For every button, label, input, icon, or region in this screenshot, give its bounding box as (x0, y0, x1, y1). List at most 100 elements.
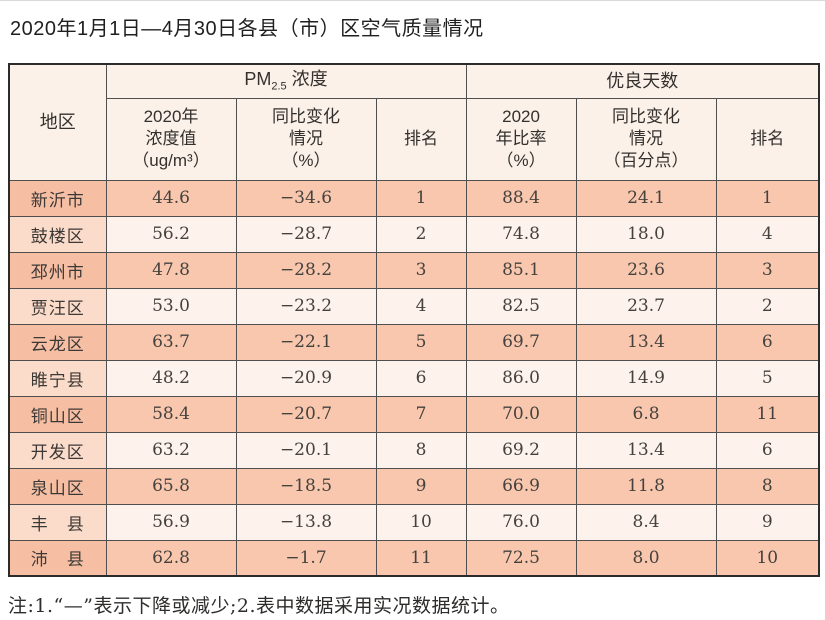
cell-good-rank: 10 (715, 539, 820, 577)
cell-pm-rank: 4 (375, 287, 467, 325)
cell-region: 睢宁县 (8, 359, 107, 397)
cell-pm-value: 48.2 (105, 359, 237, 397)
header-pm-value: 2020年 浓度值 （ug/m³） (105, 97, 237, 181)
cell-good-ratio: 85.1 (465, 251, 577, 289)
cell-region: 泉山区 (8, 467, 107, 505)
header-region: 地区 (8, 63, 107, 181)
table-row: 铜山区 58.4 −20.7 7 70.0 6.8 11 (8, 395, 820, 433)
header-pm25-group: PM2.5 浓度 (105, 63, 467, 99)
cell-good-rank: 6 (715, 431, 820, 469)
cell-good-change: 24.1 (575, 179, 717, 217)
cell-good-ratio: 82.5 (465, 287, 577, 325)
cell-good-change: 23.7 (575, 287, 717, 325)
cell-pm-rank: 7 (375, 395, 467, 433)
cell-good-ratio: 69.2 (465, 431, 577, 469)
table-row: 泉山区 65.8 −18.5 9 66.9 11.8 8 (8, 467, 820, 505)
cell-good-rank: 8 (715, 467, 820, 505)
cell-pm-rank: 6 (375, 359, 467, 397)
header-good-rank: 排名 (715, 97, 820, 181)
cell-pm-change: −20.1 (235, 431, 377, 469)
table-row: 开发区 63.2 −20.1 8 69.2 13.4 6 (8, 431, 820, 469)
table-row: 新沂市 44.6 −34.6 1 88.4 24.1 1 (8, 179, 820, 217)
cell-region: 铜山区 (8, 395, 107, 433)
cell-pm-value: 65.8 (105, 467, 237, 505)
cell-good-ratio: 86.0 (465, 359, 577, 397)
cell-pm-rank: 5 (375, 323, 467, 361)
cell-good-rank: 3 (715, 251, 820, 289)
cell-good-change: 13.4 (575, 431, 717, 469)
cell-pm-rank: 10 (375, 503, 467, 541)
cell-good-ratio: 66.9 (465, 467, 577, 505)
table-body: 新沂市 44.6 −34.6 1 88.4 24.1 1 鼓楼区 56.2 −28.7 2 74.8 1… (8, 179, 820, 577)
cell-pm-change: −28.7 (235, 215, 377, 253)
cell-pm-change: −23.2 (235, 287, 377, 325)
cell-good-rank: 11 (715, 395, 820, 433)
cell-good-ratio: 76.0 (465, 503, 577, 541)
cell-pm-change: −28.2 (235, 251, 377, 289)
table-row: 沛 县 62.8 −1.7 11 72.5 8.0 10 (8, 539, 820, 577)
cell-pm-rank: 2 (375, 215, 467, 253)
cell-region: 新沂市 (8, 179, 107, 217)
cell-pm-rank: 1 (375, 179, 467, 217)
table-row: 睢宁县 48.2 −20.9 6 86.0 14.9 5 (8, 359, 820, 397)
cell-good-ratio: 88.4 (465, 179, 577, 217)
cell-pm-value: 56.9 (105, 503, 237, 541)
cell-pm-value: 44.6 (105, 179, 237, 217)
page-title: 2020年1月1日—4月30日各县（市）区空气质量情况 (10, 18, 484, 40)
cell-good-rank: 1 (715, 179, 820, 217)
pm25-label: PM2.5 浓度 (244, 69, 328, 93)
header-pm-change: 同比变化 情况 （%） (235, 97, 377, 181)
cell-good-rank: 5 (715, 359, 820, 397)
cell-region: 邳州市 (8, 251, 107, 289)
cell-good-change: 6.8 (575, 395, 717, 433)
table-row: 邳州市 47.8 −28.2 3 85.1 23.6 3 (8, 251, 820, 289)
cell-good-ratio: 70.0 (465, 395, 577, 433)
cell-region: 鼓楼区 (8, 215, 107, 253)
table-row: 丰 县 56.9 −13.8 10 76.0 8.4 9 (8, 503, 820, 541)
cell-pm-change: −22.1 (235, 323, 377, 361)
pm25-subscript: 2.5 (271, 80, 287, 93)
header-pm-rank: 排名 (375, 97, 467, 181)
cell-pm-value: 58.4 (105, 395, 237, 433)
cell-pm-value: 62.8 (105, 539, 237, 577)
cell-pm-rank: 8 (375, 431, 467, 469)
cell-good-change: 8.4 (575, 503, 717, 541)
cell-pm-change: −20.9 (235, 359, 377, 397)
cell-good-change: 8.0 (575, 539, 717, 577)
cell-pm-change: −13.8 (235, 503, 377, 541)
cell-good-change: 23.6 (575, 251, 717, 289)
cell-region: 丰 县 (8, 503, 107, 541)
cell-pm-rank: 9 (375, 467, 467, 505)
cell-region: 贾汪区 (8, 287, 107, 325)
cell-good-ratio: 69.7 (465, 323, 577, 361)
cell-good-change: 11.8 (575, 467, 717, 505)
table-row: 贾汪区 53.0 −23.2 4 82.5 23.7 2 (8, 287, 820, 325)
cell-pm-change: −34.6 (235, 179, 377, 217)
cell-pm-value: 47.8 (105, 251, 237, 289)
footnote: 注:1.“—”表示下降或减少;2.表中数据采用实况数据统计。 (8, 595, 510, 617)
table-header: 地区 PM2.5 浓度 优良天数 2020年 浓度值 （ug/m³） 同比变化 … (8, 63, 820, 181)
cell-good-rank: 4 (715, 215, 820, 253)
cell-good-change: 18.0 (575, 215, 717, 253)
cell-pm-change: −18.5 (235, 467, 377, 505)
cell-good-change: 14.9 (575, 359, 717, 397)
cell-good-ratio: 72.5 (465, 539, 577, 577)
cell-pm-value: 63.2 (105, 431, 237, 469)
cell-pm-rank: 3 (375, 251, 467, 289)
cell-pm-change: −20.7 (235, 395, 377, 433)
cell-pm-value: 53.0 (105, 287, 237, 325)
header-good-ratio: 2020 年比率 （%） (465, 97, 577, 181)
header-good-change: 同比变化 情况 （百分点） (575, 97, 717, 181)
cell-pm-rank: 11 (375, 539, 467, 577)
cell-good-rank: 6 (715, 323, 820, 361)
cell-region: 开发区 (8, 431, 107, 469)
header-good-days-group: 优良天数 (465, 63, 820, 99)
table-row: 云龙区 63.7 −22.1 5 69.7 13.4 6 (8, 323, 820, 361)
air-quality-table: 地区 PM2.5 浓度 优良天数 2020年 浓度值 （ug/m³） 同比变化 … (8, 63, 821, 577)
cell-good-rank: 2 (715, 287, 820, 325)
cell-pm-change: −1.7 (235, 539, 377, 577)
cell-region: 沛 县 (8, 539, 107, 577)
cell-good-ratio: 74.8 (465, 215, 577, 253)
cell-good-rank: 9 (715, 503, 820, 541)
